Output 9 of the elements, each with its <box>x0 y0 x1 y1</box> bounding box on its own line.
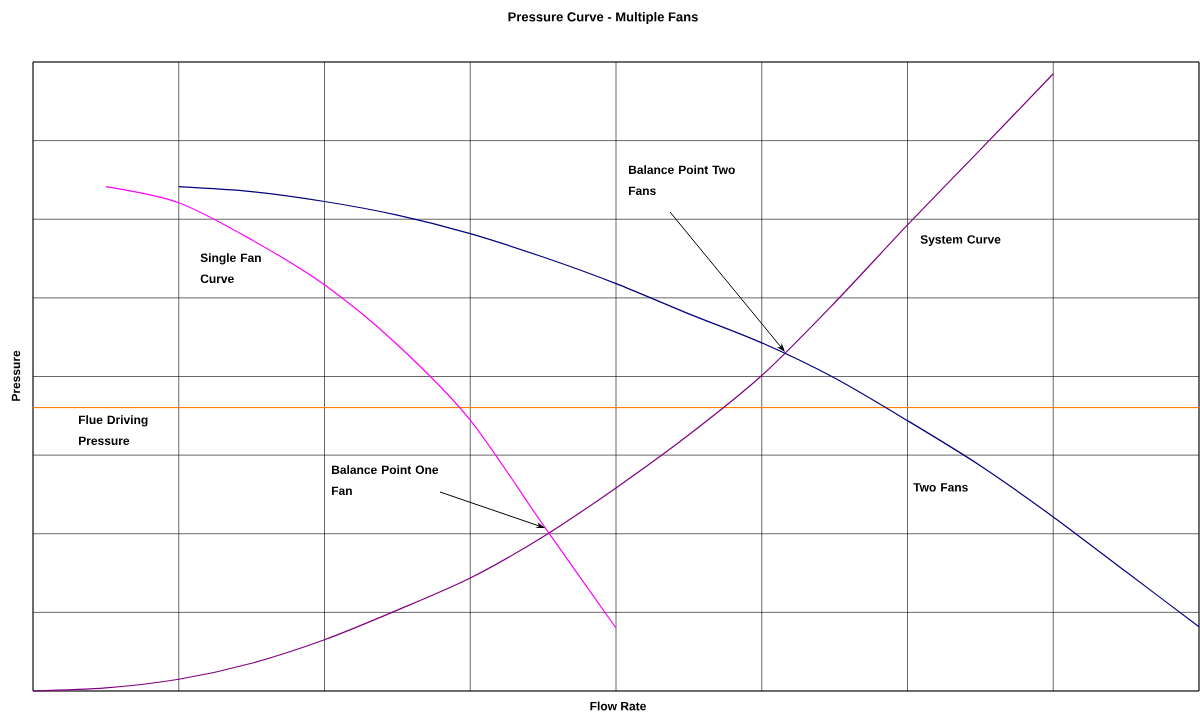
series-label: Single Fan Curve <box>200 253 261 283</box>
ref-line-label: Flue Driving Pressure <box>79 415 148 445</box>
series-label: System Curve <box>920 235 1001 247</box>
x-axis-title: Flow Rate <box>590 701 646 711</box>
y-axis-title: Pressure <box>11 350 21 401</box>
series-label: Two Fans <box>913 483 968 492</box>
annotation: Balance Point Two Fans <box>629 165 735 195</box>
annotation: Balance Point One Fan <box>332 465 439 495</box>
chart-title: Pressure Curve - Multiple Fans <box>508 11 698 25</box>
